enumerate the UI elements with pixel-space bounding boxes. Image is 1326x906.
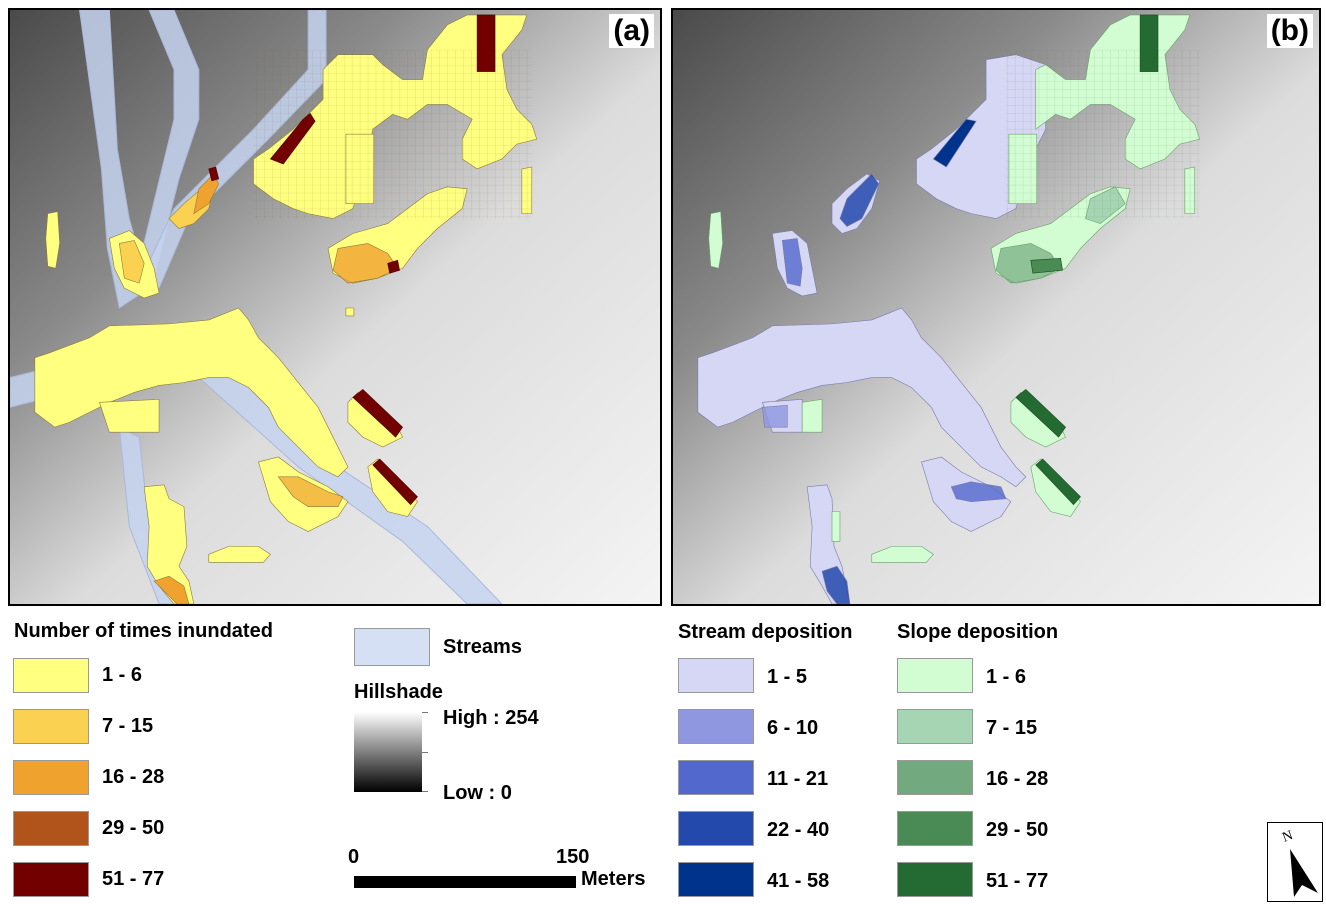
hillshade-title: Hillshade xyxy=(354,681,443,703)
slope-dep-swatch-1 xyxy=(897,658,973,693)
stream-dep-swatch-4 xyxy=(678,811,754,846)
slope-dep-label-2: 7 - 15 xyxy=(986,717,1038,739)
inundated-label-5: 51 - 77 xyxy=(102,868,165,890)
panel-b-label: (b) xyxy=(1266,14,1313,48)
inundated-label-2: 7 - 15 xyxy=(102,715,154,737)
raster-grid-b xyxy=(1005,49,1200,219)
slope-dep-swatch-2 xyxy=(897,709,973,744)
inundated-swatch-5 xyxy=(13,862,89,897)
inundated-label-3: 16 - 28 xyxy=(102,766,165,788)
slope-dep-label-1: 1 - 6 xyxy=(986,666,1027,688)
slope-dep-swatch-5 xyxy=(897,862,973,897)
panel-a-label: (a) xyxy=(609,14,654,48)
slope-dep-swatch-3 xyxy=(897,760,973,795)
stream-dep-swatch-3 xyxy=(678,760,754,795)
inundated-legend-title: Number of times inundated xyxy=(14,620,273,642)
inundated-label-4: 29 - 50 xyxy=(102,817,165,839)
scale-unit-label: Meters xyxy=(581,868,646,890)
stream-dep-swatch-2 xyxy=(678,709,754,744)
north-arrow: N xyxy=(1267,822,1323,902)
inundated-label-1: 1 - 6 xyxy=(102,664,143,686)
scale-bar xyxy=(354,876,576,888)
map-panel-a: (a) xyxy=(8,8,662,606)
streams-label: Streams xyxy=(443,636,522,658)
slope-dep-label-3: 16 - 28 xyxy=(986,768,1049,790)
map-b-canvas xyxy=(673,10,1319,604)
scale-end-label: 150 xyxy=(556,846,590,868)
map-a-canvas xyxy=(10,10,660,604)
stream-deposition-title: Stream deposition xyxy=(678,621,853,643)
inundated-swatch-2 xyxy=(13,709,89,744)
stream-dep-label-3: 11 - 21 xyxy=(767,768,829,790)
slope-deposition-title: Slope deposition xyxy=(897,621,1059,643)
inundated-swatch-3 xyxy=(13,760,89,795)
stream-dep-label-5: 41 - 58 xyxy=(767,870,830,892)
ramp-tick-low xyxy=(422,791,428,792)
stream-dep-swatch-5 xyxy=(678,862,754,897)
hillshade-low-label: Low : 0 xyxy=(443,782,512,804)
stream-dep-label-2: 6 - 10 xyxy=(767,717,819,739)
slope-dep-label-5: 51 - 77 xyxy=(986,870,1049,892)
inundated-swatch-1 xyxy=(13,658,89,693)
stream-dep-swatch-1 xyxy=(678,658,754,693)
stream-dep-label-1: 1 - 5 xyxy=(767,666,808,688)
map-panel-b: (b) xyxy=(671,8,1321,606)
streams-swatch xyxy=(354,628,430,666)
hillshade-high-label: High : 254 xyxy=(443,707,539,729)
slope-dep-swatch-4 xyxy=(897,811,973,846)
north-letter: N xyxy=(1281,828,1296,846)
slope-dep-label-4: 29 - 50 xyxy=(986,819,1049,841)
high-slope-deposition-cells xyxy=(1015,14,1159,506)
inundated-swatch-4 xyxy=(13,811,89,846)
high-frequency-cells-a xyxy=(208,14,496,506)
hillshade-ramp xyxy=(354,712,422,792)
north-arrow-icon: N xyxy=(1281,828,1318,897)
stream-dep-label-4: 22 - 40 xyxy=(767,819,830,841)
ramp-tick-high xyxy=(422,712,428,713)
scale-start-label: 0 xyxy=(348,846,360,868)
ramp-tick-mid xyxy=(422,752,428,753)
